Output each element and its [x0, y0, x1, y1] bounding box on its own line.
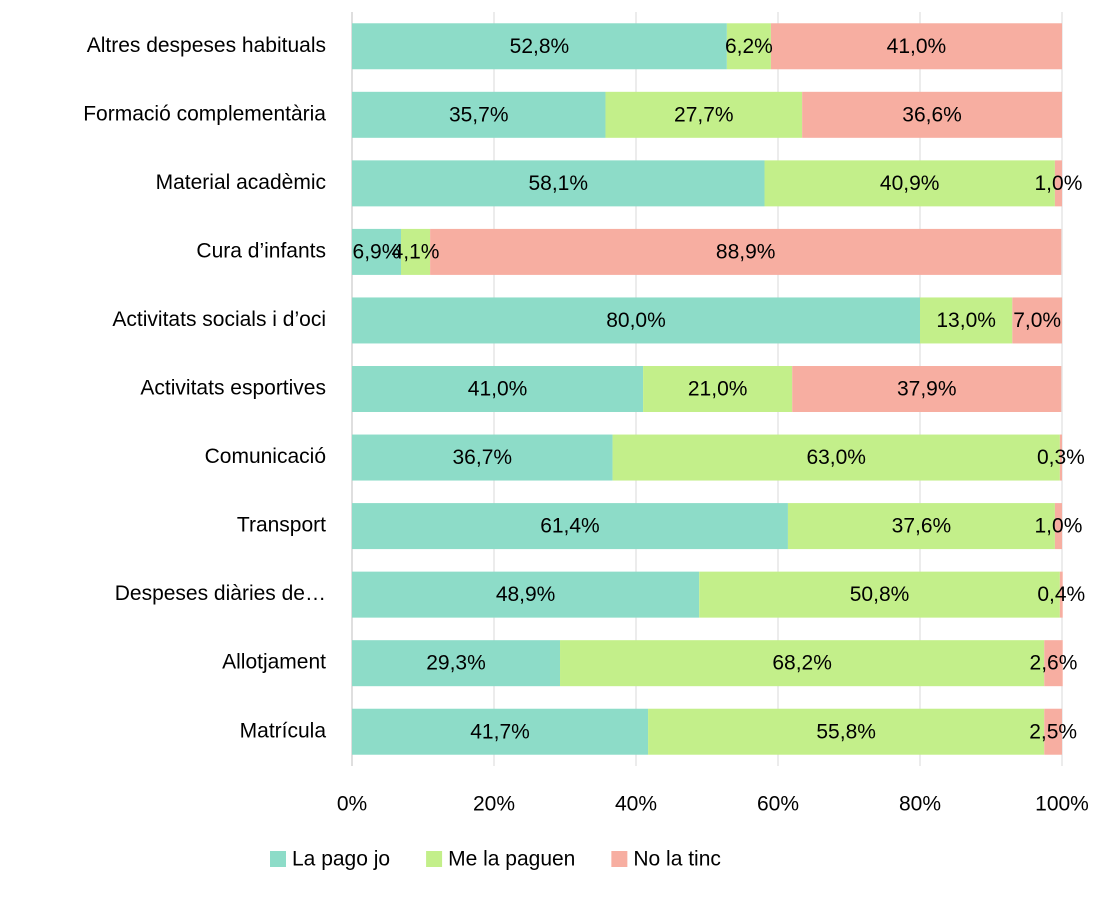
data-label: 6,2%: [725, 35, 773, 58]
data-label: 48,9%: [496, 583, 556, 606]
data-label: 36,7%: [453, 446, 513, 469]
data-label: 41,7%: [470, 720, 530, 743]
bar-segment: [770, 23, 1062, 70]
legend-label: La pago jo: [292, 848, 390, 871]
data-label: 80,0%: [606, 309, 666, 332]
x-tick-label: 20%: [473, 793, 515, 816]
data-label: 21,0%: [688, 378, 748, 401]
data-label: 35,7%: [449, 103, 509, 126]
bar-segment: [1044, 708, 1062, 755]
legend-swatch: [426, 851, 443, 867]
y-tick-label: Transport: [237, 514, 326, 537]
bar-segment: [560, 640, 1045, 687]
bar-segment: [648, 708, 1045, 755]
data-label: 6,9%: [353, 240, 401, 263]
bar-segment: [352, 434, 613, 481]
y-tick-label: Allotjament: [222, 651, 326, 674]
data-label: 52,8%: [510, 35, 570, 58]
y-tick-label: Cura d’infants: [196, 239, 326, 262]
y-tick-label: Formació complementària: [83, 102, 326, 125]
bar-segment: [1012, 297, 1062, 344]
data-label: 55,8%: [816, 720, 876, 743]
data-label: 2,6%: [1030, 652, 1078, 675]
x-tick-label: 40%: [615, 793, 657, 816]
bar-segment: [605, 91, 803, 138]
legend-swatch: [611, 851, 628, 867]
bar-segment: [352, 228, 401, 275]
bar-segment: [787, 503, 1055, 550]
data-label: 4,1%: [392, 240, 440, 263]
legend-swatch: [270, 851, 286, 867]
data-label: 36,6%: [902, 103, 962, 126]
bar-segment: [1054, 160, 1062, 207]
y-tick-label: Despeses diàries de…: [115, 582, 326, 605]
y-tick-label: Activitats esportives: [140, 377, 326, 400]
bar-segment: [352, 91, 606, 138]
bar-segment: [764, 160, 1055, 207]
data-label: 0,4%: [1037, 583, 1085, 606]
data-label: 1,0%: [1035, 515, 1083, 538]
bar-segment: [643, 366, 793, 412]
bar-segment: [1059, 571, 1063, 618]
data-label: 7,0%: [1013, 309, 1061, 332]
bar-segment: [612, 434, 1060, 481]
bar-segment: [352, 297, 920, 344]
bar-segment: [352, 160, 765, 207]
bar-segment: [1059, 434, 1062, 481]
y-tick-label: Altres despeses habituals: [87, 34, 326, 57]
legend-label: No la tinc: [633, 848, 721, 871]
y-tick-label: Material acadèmic: [156, 171, 326, 194]
data-label: 88,9%: [716, 240, 776, 263]
bar-segment: [699, 571, 1060, 618]
data-label: 61,4%: [540, 515, 600, 538]
data-label: 63,0%: [806, 446, 866, 469]
data-label: 37,9%: [897, 378, 957, 401]
bar-segment: [400, 228, 431, 275]
bar-segment: [430, 228, 1062, 275]
data-label: 1,0%: [1035, 172, 1083, 195]
data-label: 41,0%: [468, 378, 528, 401]
bar-segment: [726, 23, 771, 70]
data-label: 58,1%: [528, 172, 588, 195]
bar-segment: [792, 366, 1062, 412]
y-tick-label: Activitats socials i d’oci: [112, 308, 326, 331]
bar-segment: [802, 91, 1062, 138]
bar-segment: [352, 708, 649, 755]
data-label: 0,3%: [1037, 446, 1085, 469]
data-label: 41,0%: [887, 35, 947, 58]
bar-segment: [352, 503, 788, 550]
bar-segment: [352, 571, 700, 618]
data-label: 50,8%: [850, 583, 910, 606]
bar-segment: [352, 23, 727, 70]
x-tick-label: 60%: [757, 793, 799, 816]
data-label: 40,9%: [880, 172, 940, 195]
x-tick-label: 100%: [1035, 793, 1089, 816]
data-label: 37,6%: [892, 515, 952, 538]
data-label: 29,3%: [426, 652, 486, 675]
bar-segment: [1044, 640, 1063, 687]
data-label: 13,0%: [936, 309, 996, 332]
bar-segment: [352, 366, 644, 412]
data-label: 68,2%: [772, 652, 832, 675]
bar-segment: [920, 297, 1013, 344]
x-tick-label: 80%: [899, 793, 941, 816]
y-tick-label: Comunicació: [205, 445, 326, 468]
x-tick-label: 0%: [337, 793, 367, 816]
bar-segment: [1054, 503, 1062, 550]
data-label: 2,5%: [1029, 720, 1077, 743]
bar-segment: [352, 640, 561, 687]
legend-label: Me la paguen: [448, 848, 575, 871]
data-label: 27,7%: [674, 103, 734, 126]
y-tick-label: Matrícula: [240, 719, 327, 742]
